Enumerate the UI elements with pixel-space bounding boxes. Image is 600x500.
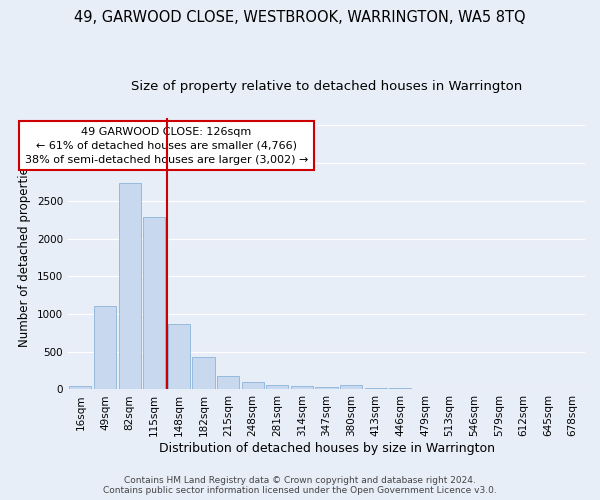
Bar	[70, 386, 91, 390]
Bar	[365, 388, 387, 390]
Bar	[143, 218, 166, 390]
Bar	[266, 384, 289, 390]
Title: Size of property relative to detached houses in Warrington: Size of property relative to detached ho…	[131, 80, 522, 93]
Text: Contains HM Land Registry data © Crown copyright and database right 2024.
Contai: Contains HM Land Registry data © Crown c…	[103, 476, 497, 495]
Bar	[94, 306, 116, 390]
Text: 49 GARWOOD CLOSE: 126sqm
← 61% of detached houses are smaller (4,766)
38% of sem: 49 GARWOOD CLOSE: 126sqm ← 61% of detach…	[25, 127, 308, 165]
Bar	[316, 387, 338, 390]
Bar	[217, 376, 239, 390]
Bar	[119, 184, 141, 390]
Bar	[168, 324, 190, 390]
Bar	[193, 357, 215, 390]
Text: 49, GARWOOD CLOSE, WESTBROOK, WARRINGTON, WA5 8TQ: 49, GARWOOD CLOSE, WESTBROOK, WARRINGTON…	[74, 10, 526, 25]
Y-axis label: Number of detached properties: Number of detached properties	[19, 160, 31, 346]
Bar	[242, 382, 264, 390]
Bar	[291, 386, 313, 390]
X-axis label: Distribution of detached houses by size in Warrington: Distribution of detached houses by size …	[158, 442, 494, 455]
Bar	[389, 388, 412, 390]
Bar	[340, 386, 362, 390]
